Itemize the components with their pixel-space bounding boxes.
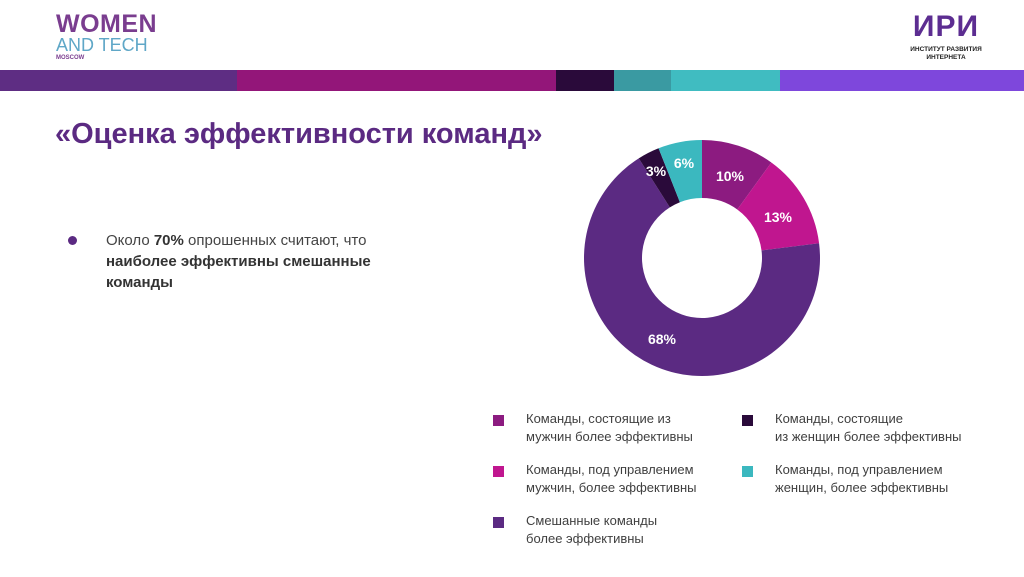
header-bar-seg (671, 70, 780, 91)
header-bar-seg (614, 70, 671, 91)
legend-line: мужчин, более эффективны (526, 480, 697, 495)
donut-slice (638, 148, 680, 208)
bt-bold1: 70% (153, 232, 184, 249)
iri-line2: ИНТЕРНЕТА (926, 53, 966, 61)
legend-swatch (493, 517, 504, 528)
slice-label: 68% (648, 331, 677, 347)
bt-pre: Около (106, 232, 154, 249)
header-bar-seg (237, 70, 556, 91)
legend-item: Команды, под управлением женщин, более эф… (775, 461, 948, 497)
legend-line: из женщин более эффективны (775, 429, 962, 444)
legend-item: Команды, состоящие из женщин более эффект… (775, 410, 961, 446)
slice-label: 13% (764, 209, 793, 225)
legend-line: Команды, под управлением (526, 462, 694, 477)
legend-swatch (742, 466, 753, 477)
page-title: «Оценка эффективности команд» (55, 118, 543, 150)
legend-line: Команды, состоящие (775, 411, 903, 426)
legend-line: более эффективны (526, 531, 644, 546)
donut-slice (737, 162, 820, 251)
iri-logo: ИРИ ИНСТИТУТ РАЗВИТИЯ ИНТЕРНЕТА (908, 12, 984, 62)
iri-line1: ИНСТИТУТ РАЗВИТИЯ (910, 46, 982, 53)
donut-slice (584, 158, 820, 376)
legend-line: мужчин более эффективны (526, 429, 693, 444)
legend-item: Команды, состоящие из мужчин более эффект… (526, 410, 693, 446)
header-bar-seg (0, 70, 237, 91)
legend-swatch (493, 466, 504, 477)
legend-line: женщин, более эффективны (775, 480, 949, 495)
logo-line1: WOMEN (56, 10, 158, 38)
donut-slice (658, 140, 702, 203)
bt-mid: опрошенных считают, что (183, 232, 367, 249)
logo-line2: AND TECH (56, 35, 148, 55)
legend-swatch (493, 415, 504, 426)
bt-bold2: наиболее эффективны смешанные команды (106, 253, 371, 291)
legend-item: Смешанные команды более эффективны (526, 512, 657, 548)
slice-label: 6% (674, 155, 695, 171)
logo-line3: MOSCOW (56, 55, 85, 61)
legend-line: Смешанные команды (526, 513, 658, 528)
legend-item: Команды, под управлением мужчин, более эф… (526, 461, 697, 497)
slice-label: 10% (716, 168, 745, 184)
donut-slice (702, 140, 772, 210)
header-bar-seg (780, 70, 1024, 91)
bullet-text: Около 70% опрошенных считают, что наибол… (106, 230, 406, 293)
women-and-tech-logo: WOMEN AND TECH MOSCOW (56, 10, 158, 62)
slice-label: 3% (646, 163, 667, 179)
legend-line: Команды, состоящие из (526, 411, 671, 426)
legend-line: Команды, под управлением (775, 462, 943, 477)
header-bar-seg (556, 70, 614, 91)
iri-mark: ИРИ (912, 10, 980, 43)
bullet-dot (68, 236, 77, 245)
legend-swatch (742, 415, 753, 426)
